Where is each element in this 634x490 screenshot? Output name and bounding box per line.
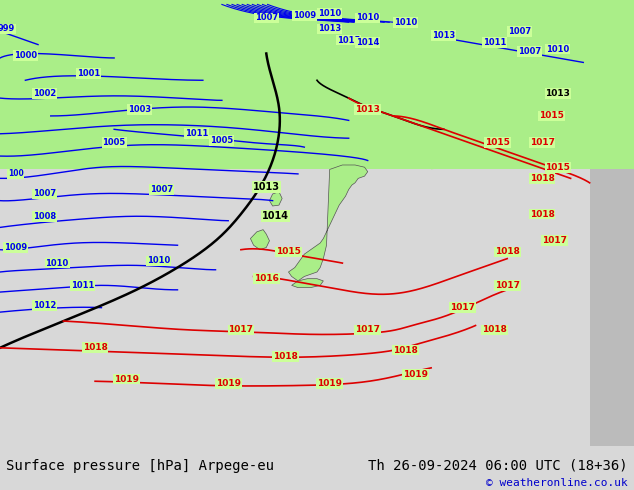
Text: © weatheronline.co.uk: © weatheronline.co.uk (486, 478, 628, 488)
Polygon shape (269, 192, 282, 206)
Text: 1002: 1002 (33, 89, 56, 98)
Polygon shape (288, 165, 368, 281)
Text: 1017: 1017 (529, 138, 555, 147)
Text: 1015: 1015 (337, 36, 360, 45)
Text: 1010: 1010 (547, 45, 569, 53)
Text: 1017: 1017 (450, 303, 476, 312)
Text: 1007: 1007 (33, 190, 56, 198)
Text: 1010: 1010 (318, 9, 341, 18)
Text: 1019: 1019 (317, 379, 342, 388)
Text: 1007: 1007 (150, 185, 173, 194)
Text: 1018: 1018 (273, 352, 298, 361)
Text: Surface pressure [hPa] Arpege-eu: Surface pressure [hPa] Arpege-eu (6, 459, 275, 473)
Text: 1017: 1017 (228, 325, 254, 335)
Text: 1018: 1018 (495, 247, 520, 256)
Text: 1017: 1017 (355, 325, 380, 335)
Text: 1015: 1015 (276, 247, 301, 256)
Polygon shape (431, 0, 634, 170)
Text: 1000: 1000 (14, 51, 37, 60)
Text: 1015: 1015 (539, 111, 564, 121)
Text: 1013: 1013 (355, 105, 380, 114)
Polygon shape (0, 0, 634, 170)
Text: 1010: 1010 (46, 259, 68, 268)
Text: 1010: 1010 (147, 256, 170, 266)
Polygon shape (250, 230, 269, 250)
Text: 1017: 1017 (495, 281, 520, 290)
Text: 1019: 1019 (114, 374, 139, 384)
Text: 1014: 1014 (262, 211, 289, 221)
Text: 1013: 1013 (545, 89, 571, 98)
Text: 1011: 1011 (185, 129, 208, 138)
Text: 1015: 1015 (485, 138, 510, 147)
Text: 1019: 1019 (216, 379, 241, 388)
Text: 1013: 1013 (318, 24, 341, 33)
Text: 1015: 1015 (545, 163, 571, 172)
Text: 100: 100 (8, 170, 23, 178)
Text: 1010: 1010 (394, 18, 417, 27)
Text: 1001: 1001 (77, 69, 100, 78)
Text: 1007: 1007 (255, 13, 278, 23)
Text: 1005: 1005 (210, 136, 233, 145)
Text: 1018: 1018 (82, 343, 108, 352)
Text: 1013: 1013 (432, 31, 455, 40)
Text: 1005: 1005 (103, 138, 126, 147)
Text: 1009: 1009 (293, 11, 316, 20)
Text: Th 26-09-2024 06:00 UTC (18+36): Th 26-09-2024 06:00 UTC (18+36) (368, 459, 628, 473)
Text: 1008: 1008 (33, 212, 56, 221)
Text: 1018: 1018 (393, 345, 418, 355)
Bar (590, 0, 634, 446)
Text: 1016: 1016 (254, 274, 279, 283)
Text: 1014: 1014 (356, 38, 379, 47)
Text: 1012: 1012 (33, 301, 56, 310)
Text: 1007: 1007 (518, 47, 541, 56)
Text: 999: 999 (0, 24, 15, 33)
Text: 1018: 1018 (482, 325, 507, 335)
Text: 1019: 1019 (403, 370, 428, 379)
Text: 1003: 1003 (128, 105, 151, 114)
Text: 1018: 1018 (529, 210, 555, 219)
Text: 1007: 1007 (508, 27, 531, 36)
Text: 1009: 1009 (4, 243, 27, 252)
Text: 1011: 1011 (483, 38, 506, 47)
Text: 1013: 1013 (253, 182, 280, 192)
Text: 1010: 1010 (356, 13, 379, 23)
Text: 1018: 1018 (529, 174, 555, 183)
Polygon shape (292, 279, 323, 288)
Text: 1011: 1011 (71, 281, 94, 290)
Text: 1017: 1017 (542, 236, 567, 245)
